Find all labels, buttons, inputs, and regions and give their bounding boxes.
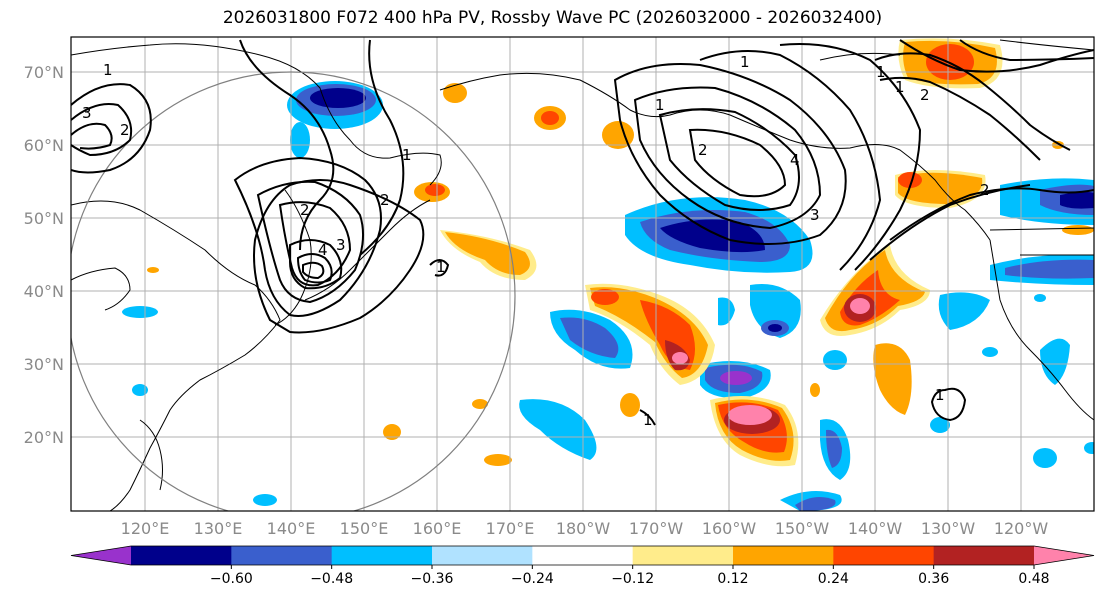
plot-frame — [70, 36, 1095, 512]
svg-text:2: 2 — [300, 201, 310, 219]
svg-text:3: 3 — [336, 236, 346, 254]
colorbar-outline — [70, 545, 1095, 566]
colorbar-extend-low — [71, 546, 131, 565]
lon-label: 160°E — [413, 519, 462, 538]
svg-text:2: 2 — [120, 121, 130, 139]
lon-label: 160°W — [702, 519, 757, 538]
svg-text:2: 2 — [980, 181, 990, 199]
lon-labels: 120°E 130°E 140°E 150°E 160°E 170°E 180°… — [121, 519, 1049, 538]
svg-text:3: 3 — [82, 104, 92, 122]
pv-contours — [71, 39, 1094, 426]
colorbar-tick-label: −0.48 — [310, 571, 353, 587]
svg-text:1: 1 — [402, 146, 412, 164]
lon-label: 170°E — [486, 519, 535, 538]
coastlines — [71, 39, 1094, 511]
colorbar-segment — [733, 546, 834, 565]
colorbar-tick-label: 0.48 — [1018, 571, 1049, 587]
svg-text:1: 1 — [935, 386, 945, 404]
colorbar-tick-label: −0.36 — [411, 571, 454, 587]
lon-label: 120°E — [121, 519, 170, 538]
colorbar-segment — [331, 546, 433, 565]
svg-text:1: 1 — [103, 61, 113, 79]
map-plot-area: 1 2 3 1 2 2 3 1 4 1 1 2 3 4 1 2 1 2 1 1 — [71, 37, 1094, 511]
lon-label: 150°E — [340, 519, 389, 538]
svg-text:4: 4 — [790, 151, 800, 169]
svg-text:2: 2 — [380, 191, 390, 209]
colorbar-segment — [632, 546, 734, 565]
colorbar-segment — [833, 546, 935, 565]
lat-label: 50°N — [24, 209, 64, 228]
lon-label: 150°W — [775, 519, 830, 538]
colorbar-tick-label: −0.60 — [210, 571, 253, 587]
lon-label: 120°W — [994, 519, 1049, 538]
lat-labels: 70°N 60°N 50°N 40°N 30°N 20°N — [24, 63, 64, 447]
lat-label: 20°N — [24, 428, 64, 447]
lon-label: 140°E — [267, 519, 316, 538]
svg-text:1: 1 — [876, 63, 886, 81]
colorbar-segment — [532, 546, 634, 565]
colorbar-tick-label: 0.24 — [818, 571, 849, 587]
svg-text:1: 1 — [643, 411, 653, 429]
lon-label: 130°W — [921, 519, 976, 538]
map-title: 2026031800 F072 400 hPa PV, Rossby Wave … — [222, 8, 883, 28]
lat-label: 70°N — [24, 63, 64, 82]
svg-text:2: 2 — [698, 141, 708, 159]
colorbar-segment — [432, 546, 533, 565]
lon-label: 180°W — [556, 519, 611, 538]
svg-text:1: 1 — [895, 78, 905, 96]
lat-label: 40°N — [24, 282, 64, 301]
colorbar-segment — [231, 546, 333, 565]
svg-text:4: 4 — [318, 241, 328, 259]
colorbar-segment — [131, 546, 232, 565]
lat-label: 60°N — [24, 136, 64, 155]
contour-labels: 1 2 3 1 2 2 3 1 4 1 1 2 3 4 1 2 1 2 1 1 — [82, 53, 990, 429]
lon-label: 170°W — [629, 519, 684, 538]
svg-text:2: 2 — [920, 86, 930, 104]
radius-circle — [71, 71, 516, 511]
colorbar-tick-label: 0.12 — [717, 571, 748, 587]
svg-text:1: 1 — [655, 96, 665, 114]
colorbar: −0.60 −0.48 −0.36 −0.24 −0.12 0.12 0.24 0.36 0.4… — [70, 545, 1095, 587]
svg-text:1: 1 — [436, 258, 446, 276]
svg-text:3: 3 — [810, 206, 820, 224]
colorbar-segment — [933, 546, 1035, 565]
lon-label: 140°W — [848, 519, 903, 538]
colorbar-tick-label: −0.24 — [511, 571, 554, 587]
lat-label: 30°N — [24, 355, 64, 374]
colorbar-tick-label: 0.36 — [918, 571, 949, 587]
colorbar-tick-label: −0.12 — [611, 571, 654, 587]
lon-label: 130°E — [194, 519, 243, 538]
colorbar-extend-high — [1034, 546, 1094, 565]
svg-text:1: 1 — [740, 53, 750, 71]
